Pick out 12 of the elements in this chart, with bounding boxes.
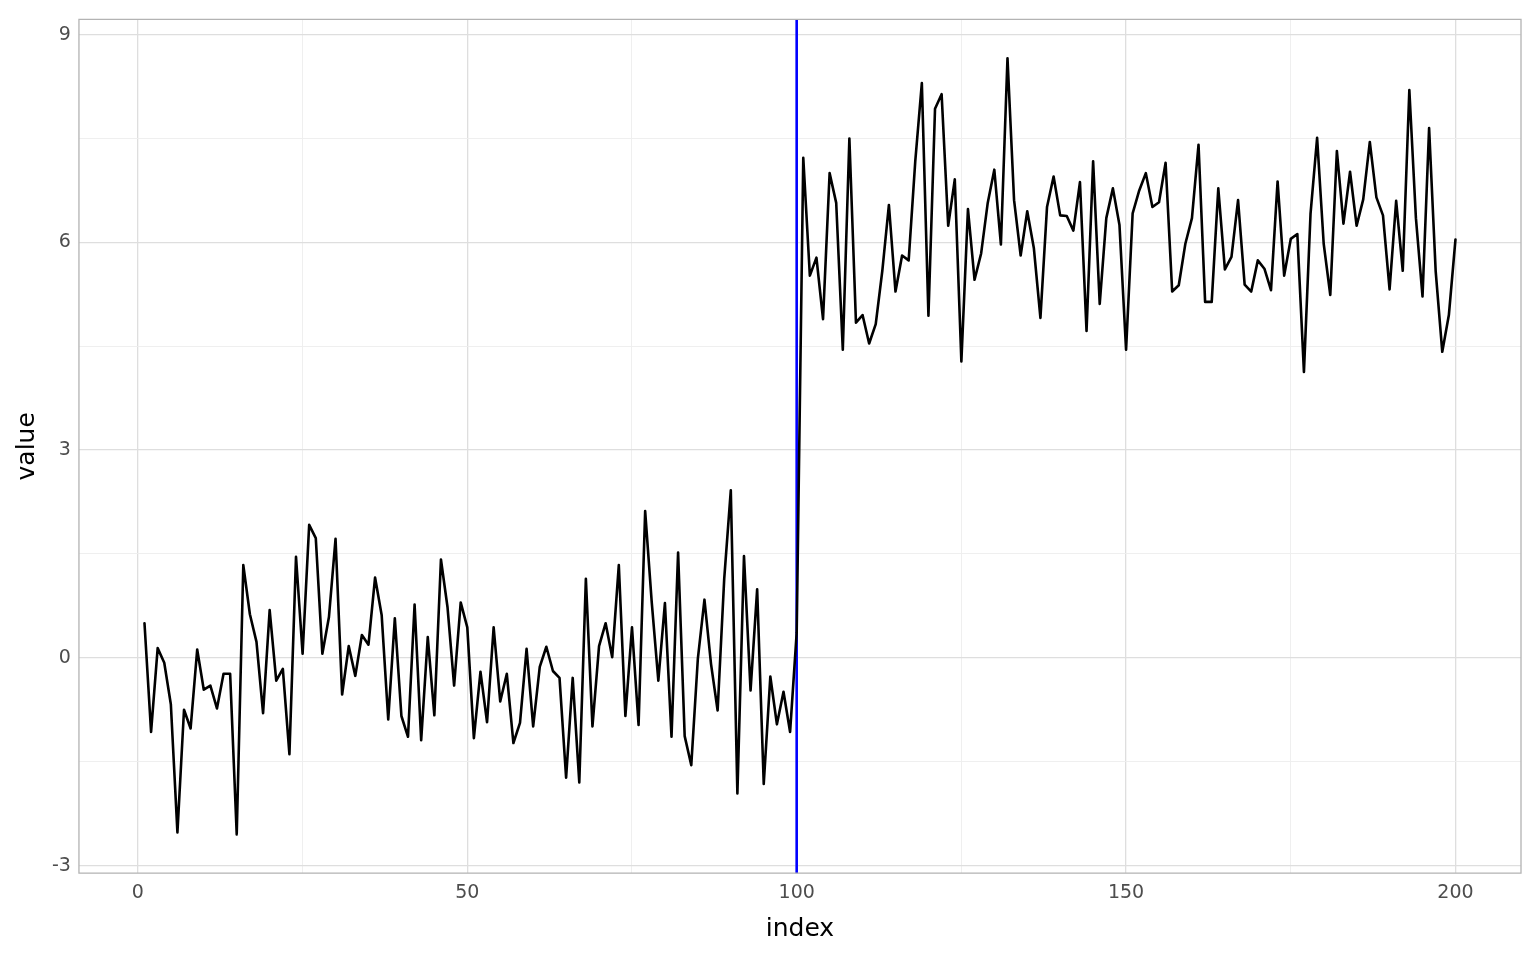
y-axis-title: value	[10, 412, 40, 481]
y-tick-label: 6	[58, 229, 71, 252]
x-axis-title: index	[765, 912, 835, 942]
x-tick-label: 0	[131, 879, 144, 902]
y-tick-label: 0	[58, 644, 71, 667]
x-tick-label: 50	[455, 879, 480, 902]
x-tick-label: 150	[1107, 879, 1145, 902]
x-tick-label: 100	[778, 879, 815, 902]
y-tick-label: -3	[51, 852, 71, 875]
y-tick-label: 9	[58, 21, 71, 44]
y-tick-label: 3	[58, 437, 71, 460]
x-tick-label: 200	[1437, 879, 1474, 902]
